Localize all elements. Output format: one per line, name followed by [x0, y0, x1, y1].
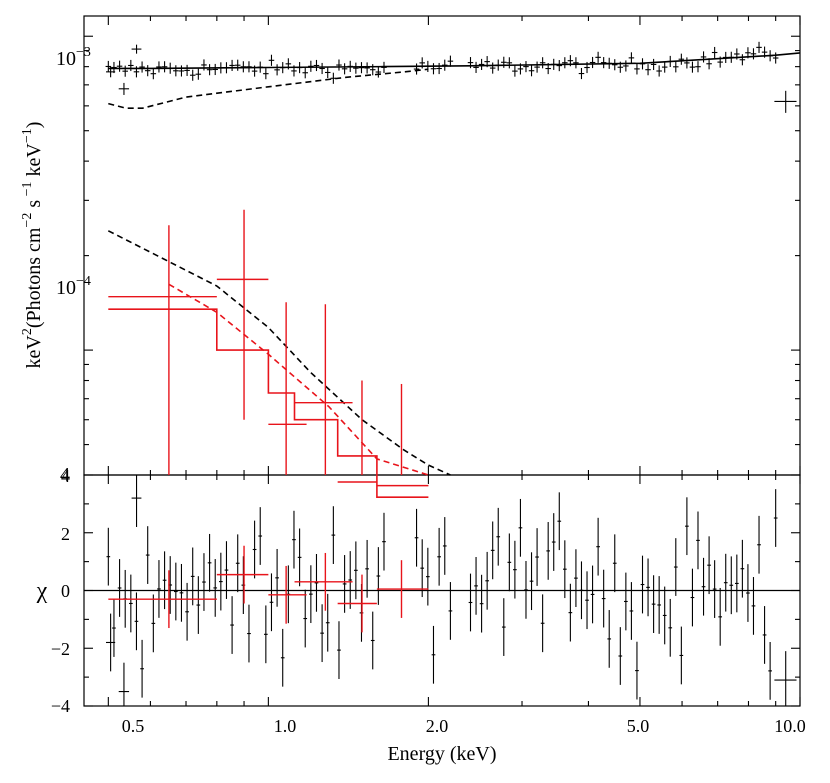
red-model-steps [108, 308, 429, 499]
ytick-label-top-3: 4 [60, 464, 70, 486]
ytick-label-bottom-m4: −4 [51, 696, 70, 716]
xtick-label-5.0: 5.0 [627, 716, 650, 736]
ytick-label-top-1: 10−3 [56, 45, 91, 70]
xtick-label-10.0: 10.0 [774, 716, 806, 736]
ylabel-residuals: χ [36, 578, 48, 604]
xtick-label-1.0: 1.0 [274, 716, 297, 736]
red-component [168, 283, 429, 476]
black-model-line [108, 52, 801, 70]
ytick-label-top-2: 10−4 [56, 274, 91, 299]
ytick-label-bottom-4: 4 [61, 466, 70, 486]
spectrum-marks [105, 41, 801, 499]
xtick-label-0.5: 0.5 [122, 716, 145, 736]
black-component-bottom [107, 230, 451, 476]
ylabel-spectrum: keV2(Photons cm−2 s −1 keV−1) [20, 122, 45, 369]
ytick-label-bottom-0: 0 [61, 581, 70, 601]
spectrum-panel-frame [83, 15, 801, 476]
ytick-label-bottom-m2: −2 [51, 639, 70, 659]
residual-marks [84, 475, 800, 706]
ytick-label-bottom-2: 2 [61, 524, 70, 544]
axis-ticks [84, 16, 801, 707]
black-component-top [108, 68, 429, 109]
xlabel: Energy (keV) [387, 743, 496, 765]
xtick-label-2.0: 2.0 [426, 716, 449, 736]
